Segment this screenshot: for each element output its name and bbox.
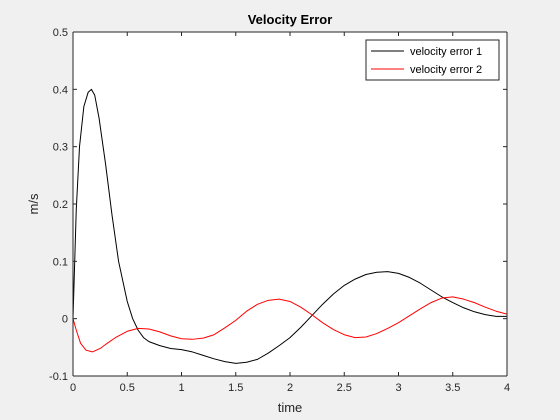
- y-tick-label: 0.5: [53, 27, 68, 39]
- y-tick-label: 0.4: [53, 84, 68, 96]
- x-tick-label: 0: [70, 382, 76, 394]
- legend-box: [365, 39, 500, 81]
- x-axis-label: time: [278, 400, 303, 415]
- y-tick-label: 0.2: [53, 199, 68, 211]
- y-tick-label: -0.1: [49, 371, 68, 383]
- chart-title: Velocity Error: [248, 12, 333, 27]
- y-tick-label: 0.1: [53, 256, 68, 268]
- y-tick-label: 0.3: [53, 142, 68, 154]
- legend-label-1: velocity error 1: [410, 46, 482, 58]
- legend-label-2: velocity error 2: [410, 64, 482, 76]
- legend: velocity error 1 velocity error 2: [365, 39, 500, 81]
- x-tick-label: 4: [504, 382, 510, 394]
- series-line-2: [72, 296, 508, 353]
- series-line-1: [72, 88, 507, 364]
- x-tick-label: 1.5: [228, 382, 243, 394]
- x-tick-label: 0.5: [120, 382, 135, 394]
- x-tick-label: 3.5: [445, 382, 460, 394]
- plot-area: [73, 32, 507, 376]
- x-tick-label: 2.5: [337, 382, 352, 394]
- axes-layer: 0 0.5 1 1.5 2 2.5 3 3.5 4-0.100.10.20.30.40.5: [49, 27, 510, 394]
- x-tick-label: 2: [287, 382, 293, 394]
- x-tick-label: 3: [395, 382, 401, 394]
- y-tick-label: 0: [62, 314, 68, 326]
- series-layer: [72, 88, 508, 364]
- y-axis-label: m/s: [26, 193, 41, 214]
- x-tick-label: 1: [178, 382, 184, 394]
